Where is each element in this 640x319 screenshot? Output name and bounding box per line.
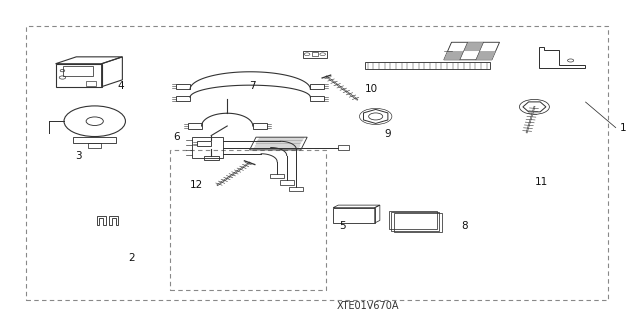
Bar xyxy=(394,213,442,232)
Text: 1: 1 xyxy=(620,122,626,133)
Bar xyxy=(86,81,95,85)
Bar xyxy=(333,208,375,223)
Bar xyxy=(280,180,294,185)
Polygon shape xyxy=(476,51,495,60)
Bar xyxy=(176,96,190,101)
Text: XTE01V670A: XTE01V670A xyxy=(337,301,399,311)
Text: 12: 12 xyxy=(189,180,203,190)
Polygon shape xyxy=(463,42,484,51)
Text: 2: 2 xyxy=(128,253,134,263)
Text: 11: 11 xyxy=(534,177,548,187)
Bar xyxy=(73,137,116,144)
Bar xyxy=(192,137,223,158)
Text: 10: 10 xyxy=(365,84,378,94)
Bar xyxy=(365,62,490,69)
Bar xyxy=(310,96,324,101)
Bar xyxy=(26,26,608,300)
Text: 4: 4 xyxy=(117,81,124,91)
Text: 7: 7 xyxy=(250,81,256,91)
Bar xyxy=(338,145,349,150)
Bar xyxy=(170,150,326,290)
Bar xyxy=(176,84,190,89)
Bar xyxy=(270,174,284,178)
Text: 5: 5 xyxy=(339,221,346,232)
Bar xyxy=(303,51,327,58)
Bar xyxy=(310,84,324,89)
Bar xyxy=(88,143,101,148)
Bar xyxy=(197,141,211,146)
Bar xyxy=(289,187,303,191)
Bar xyxy=(188,123,202,129)
Text: 6: 6 xyxy=(173,132,179,142)
Text: 9: 9 xyxy=(384,129,390,139)
Bar xyxy=(392,212,440,231)
Bar xyxy=(312,52,318,56)
Bar xyxy=(204,156,219,160)
Bar xyxy=(63,66,93,76)
Polygon shape xyxy=(444,51,463,60)
Bar xyxy=(253,123,267,129)
Text: 3: 3 xyxy=(75,151,81,161)
Bar xyxy=(389,211,436,229)
Text: 8: 8 xyxy=(461,221,467,232)
